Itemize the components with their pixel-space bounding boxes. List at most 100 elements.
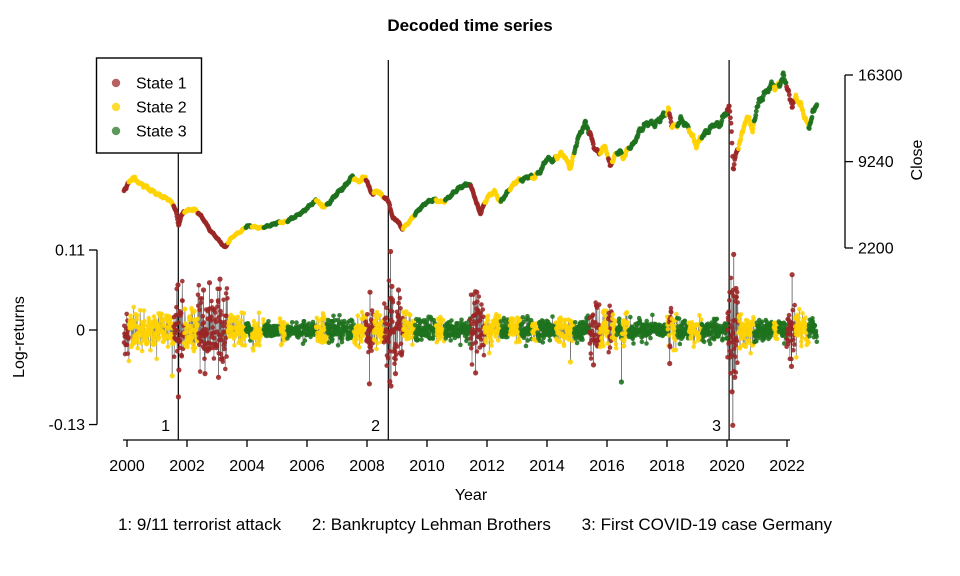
return-point bbox=[339, 339, 345, 345]
return-point bbox=[468, 345, 474, 351]
x-tick-label: 2000 bbox=[109, 458, 145, 475]
return-point bbox=[177, 338, 183, 343]
return-point bbox=[475, 299, 480, 304]
return-point bbox=[152, 341, 158, 346]
return-point bbox=[733, 370, 739, 375]
close-point bbox=[814, 102, 820, 107]
return-point bbox=[138, 341, 143, 346]
return-extreme-point bbox=[388, 383, 394, 389]
return-point bbox=[196, 282, 202, 288]
return-point bbox=[301, 319, 307, 324]
return-point bbox=[473, 322, 479, 327]
return-point bbox=[200, 313, 206, 319]
return-point bbox=[215, 299, 221, 305]
return-point bbox=[610, 312, 616, 317]
return-point bbox=[386, 322, 392, 328]
caption-event-1: 1: 9/11 terrorist attack bbox=[118, 515, 282, 534]
return-point bbox=[349, 318, 355, 324]
x-tick-label: 2014 bbox=[529, 458, 565, 475]
left-y-tick-label: 0 bbox=[76, 323, 85, 340]
return-extreme-point bbox=[788, 363, 795, 369]
return-point bbox=[344, 324, 350, 330]
return-extreme-point bbox=[389, 283, 395, 289]
return-point bbox=[187, 315, 193, 320]
return-point bbox=[392, 361, 397, 367]
return-point bbox=[209, 298, 214, 304]
return-point bbox=[218, 351, 224, 357]
right-y-tick-label: 2200 bbox=[858, 241, 894, 258]
return-point bbox=[487, 350, 492, 356]
return-point bbox=[294, 320, 299, 325]
return-point bbox=[382, 301, 387, 306]
axes-layer: 2000 2002 2004 2006 2008 2010 2012 2014 2016 2018… bbox=[49, 68, 903, 476]
return-point bbox=[125, 351, 131, 356]
return-point bbox=[242, 343, 248, 348]
close-point bbox=[753, 112, 759, 118]
return-point bbox=[800, 311, 805, 316]
return-point bbox=[751, 317, 756, 323]
right-y-tick-label: 9240 bbox=[858, 154, 894, 171]
return-point bbox=[359, 339, 364, 344]
return-point bbox=[517, 318, 523, 324]
return-extreme-point bbox=[590, 362, 597, 368]
return-point bbox=[223, 291, 229, 296]
return-point bbox=[682, 318, 688, 324]
return-point bbox=[374, 346, 379, 352]
return-point bbox=[476, 294, 482, 299]
return-point bbox=[724, 335, 730, 341]
return-point bbox=[692, 340, 697, 345]
return-point bbox=[389, 309, 395, 314]
return-extreme-point bbox=[202, 371, 208, 377]
return-point bbox=[666, 333, 672, 338]
return-point bbox=[222, 340, 227, 345]
return-point bbox=[195, 316, 200, 322]
return-point bbox=[759, 319, 765, 325]
close-point bbox=[727, 109, 733, 114]
return-point bbox=[225, 296, 230, 301]
return-extreme-point bbox=[729, 389, 735, 395]
return-point bbox=[746, 337, 752, 343]
close-point bbox=[760, 97, 766, 103]
return-point bbox=[774, 336, 780, 342]
return-point bbox=[237, 332, 242, 337]
return-point bbox=[151, 314, 157, 319]
return-point bbox=[221, 329, 227, 335]
return-point bbox=[180, 298, 185, 304]
return-point bbox=[192, 308, 197, 314]
return-extreme-point bbox=[395, 287, 402, 293]
log-returns-series bbox=[121, 248, 820, 428]
return-point bbox=[384, 363, 390, 368]
return-point bbox=[792, 302, 797, 308]
return-point bbox=[517, 339, 522, 345]
return-point bbox=[574, 340, 580, 346]
return-point bbox=[142, 318, 147, 324]
x-tick-label: 2018 bbox=[649, 458, 685, 475]
return-point bbox=[593, 320, 598, 325]
events-caption: 1: 9/11 terrorist attack 2: Bankruptcy L… bbox=[118, 515, 833, 534]
return-point bbox=[261, 317, 266, 322]
return-point bbox=[738, 312, 744, 317]
close-point bbox=[726, 103, 732, 109]
return-point bbox=[197, 307, 202, 313]
close-point bbox=[798, 101, 804, 107]
legend-label-state-3: State 3 bbox=[136, 124, 187, 141]
return-point bbox=[210, 345, 216, 351]
return-point bbox=[154, 356, 159, 362]
return-point bbox=[612, 322, 617, 327]
return-point bbox=[607, 303, 612, 309]
return-point bbox=[748, 350, 753, 356]
return-point bbox=[204, 331, 210, 336]
return-point bbox=[150, 337, 156, 343]
close-point bbox=[590, 141, 596, 147]
chart-title: Decoded time series bbox=[387, 16, 552, 35]
return-extreme-point bbox=[200, 287, 207, 293]
return-point bbox=[190, 341, 196, 347]
return-point bbox=[317, 324, 322, 330]
return-point bbox=[440, 317, 446, 323]
return-point bbox=[251, 348, 256, 353]
return-point bbox=[735, 360, 740, 366]
legend-dot-state-2-icon bbox=[111, 102, 121, 112]
return-point bbox=[314, 315, 320, 321]
return-point bbox=[572, 320, 578, 325]
